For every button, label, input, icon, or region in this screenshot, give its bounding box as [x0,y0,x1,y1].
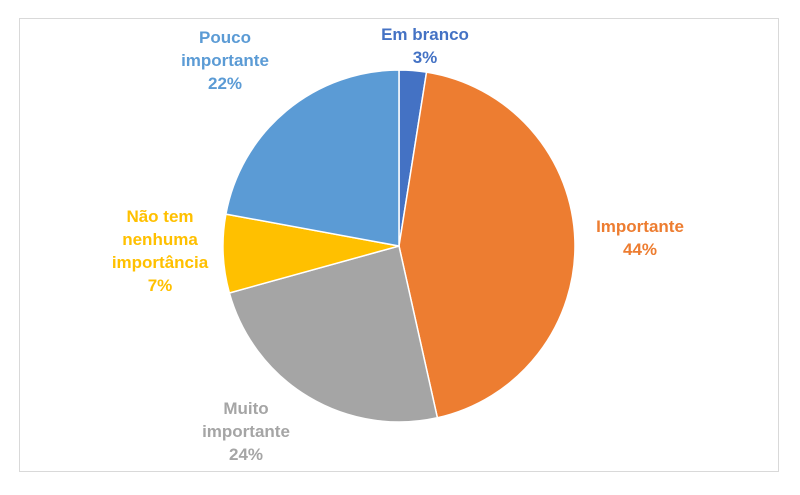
pie-slice [228,245,439,423]
slice-label-line: Pouco [199,28,251,47]
slice-percent: 44% [623,240,657,259]
slice-label: Muito importante 24% [202,399,290,464]
pie-slice [398,71,576,419]
slice-percent: 24% [229,445,263,464]
slice-label-line: Importante [596,217,684,236]
slice-label-line: Não tem [126,207,193,226]
slice-label: Não tem nenhuma importância 7% [112,207,209,295]
slice-percent: 3% [413,48,438,67]
slice-label-line: Em branco [381,25,469,44]
pie-labels: Em branco 3% Importante 44% Muito importante 2… [112,25,684,464]
slice-label: Pouco importante 22% [181,28,269,93]
slice-percent: 7% [148,276,173,295]
slice-percent: 22% [208,74,242,93]
slice-label: Importante 44% [596,217,684,259]
pie-slice [225,69,400,247]
slice-label-line: importância [112,253,209,272]
slice-label-line: importante [202,422,290,441]
slice-label: Em branco 3% [381,25,469,67]
slice-label-line: Muito [223,399,268,418]
pie-slices [222,69,576,423]
slice-label-line: importante [181,51,269,70]
slice-label-line: nenhuma [122,230,198,249]
